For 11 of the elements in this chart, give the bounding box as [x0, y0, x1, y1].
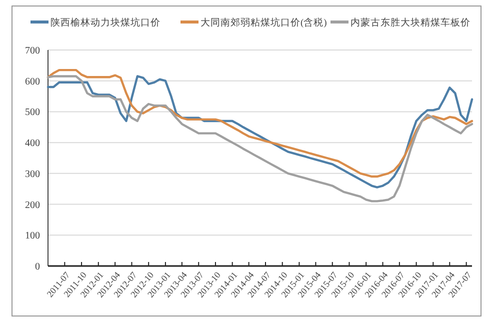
legend-label: 大同南郊弱粘煤坑口价(含税) — [200, 16, 327, 28]
y-tick-label: 700 — [25, 46, 40, 56]
legend-label: 陕西榆林动力块煤坑口价 — [50, 16, 160, 28]
y-tick-label: 0 — [35, 262, 40, 272]
y-tick-label: 200 — [25, 200, 40, 211]
y-tick-label: 400 — [25, 138, 40, 150]
y-tick-label: 600 — [25, 76, 40, 88]
y-tick-label: 100 — [25, 230, 40, 242]
y-tick-label: 300 — [25, 168, 40, 180]
y-tick-label: 500 — [25, 107, 40, 118]
legend-label: 内蒙古东胜大块精煤车板价 — [350, 16, 470, 28]
